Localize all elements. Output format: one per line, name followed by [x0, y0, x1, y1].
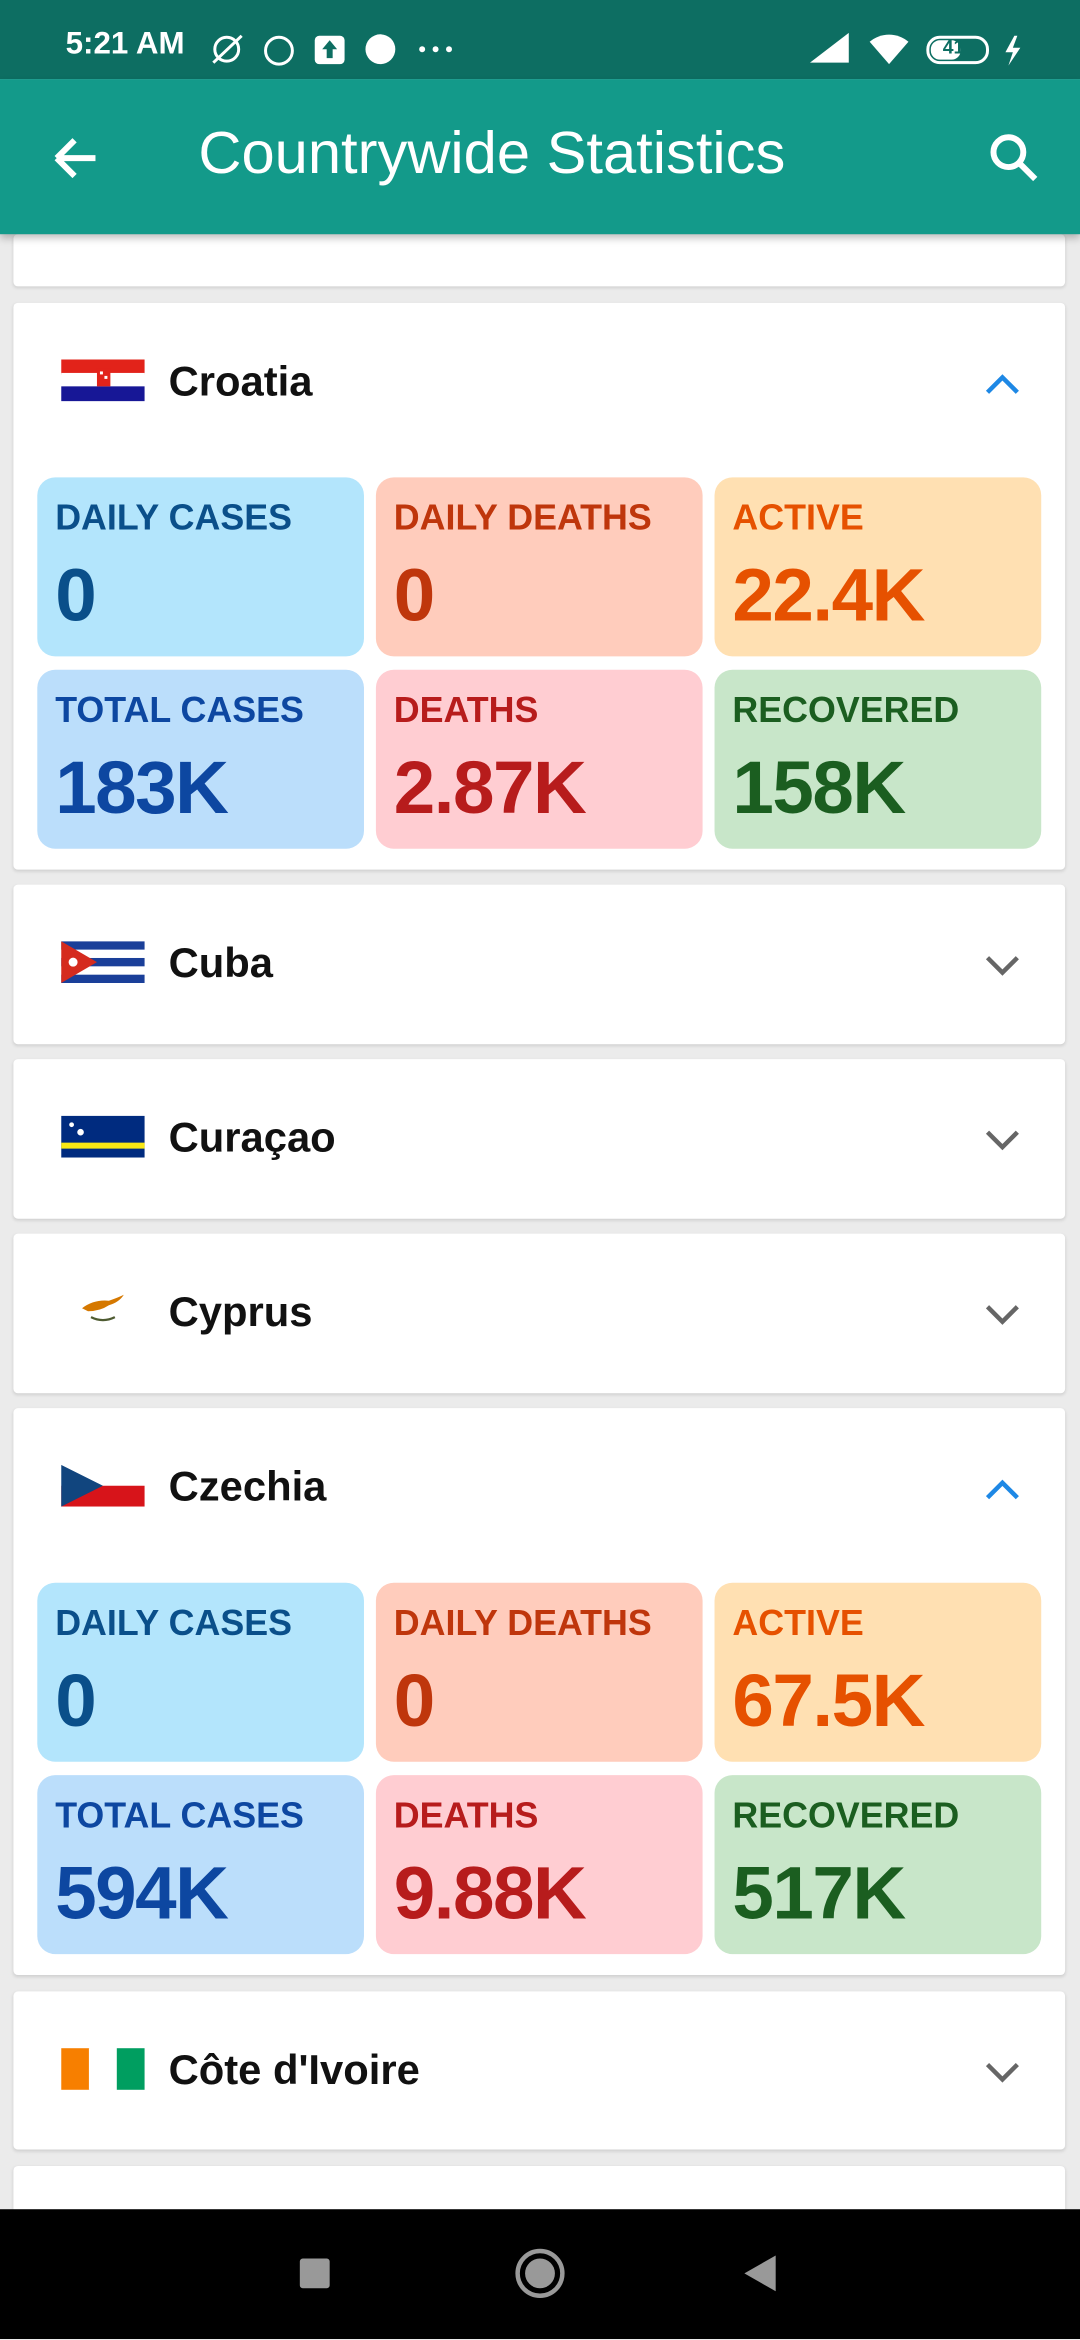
stat-tile: DAILY DEATHS 0 — [375, 476, 703, 656]
stat-value: 9.88K — [393, 1851, 587, 1935]
stat-label: DAILY DEATHS — [393, 497, 652, 538]
stat-value: 517K — [732, 1851, 906, 1935]
stat-tile: DAILY DEATHS 0 — [375, 1582, 703, 1762]
country-name: Croatia — [168, 357, 313, 404]
country-name: Czechia — [168, 1463, 327, 1510]
stat-label: RECOVERED — [732, 1796, 960, 1837]
stat-label: DAILY CASES — [55, 497, 292, 538]
country-header[interactable]: Cyprus — [13, 1234, 1065, 1393]
stat-tile: DEATHS 2.87K — [375, 669, 703, 849]
stat-label: TOTAL CASES — [55, 689, 304, 731]
stat-label: TOTAL CASES — [55, 1796, 304, 1837]
status-icons — [212, 32, 1021, 66]
stat-value: 158K — [732, 745, 906, 829]
time: 5:21 AM — [65, 26, 185, 62]
stat-label: RECOVERED — [732, 689, 960, 731]
partial-card — [13, 234, 1066, 287]
stat-label: DEATHS — [393, 1796, 539, 1837]
stat-value: 594K — [55, 1851, 229, 1935]
expand-icon[interactable] — [970, 1122, 1036, 1158]
flag — [61, 358, 145, 401]
country-header[interactable]: Czechia — [13, 1408, 1065, 1568]
country-card: Cuba — [13, 884, 1066, 1044]
stat-label: DEATHS — [393, 689, 539, 731]
stat-value: 2.87K — [393, 745, 587, 829]
nav-icons — [299, 2248, 776, 2298]
country-card: Curaçao — [13, 1059, 1066, 1218]
country-name: Cuba — [168, 939, 273, 987]
stat-label: ACTIVE — [732, 497, 864, 538]
stat-value: 0 — [393, 552, 435, 637]
nav-bar — [0, 2209, 1080, 2340]
stats-grid: DAILY CASES 0 DAILY DEATHS 0 ACTIVE 22.4K TOTA… — [13, 462, 1065, 869]
stat-value: 67.5K — [732, 1658, 925, 1743]
stat-label: DAILY CASES — [55, 1603, 292, 1644]
expand-icon[interactable] — [970, 2053, 1036, 2089]
stat-value: 0 — [393, 1658, 435, 1743]
app-title: Countrywide Statistics — [198, 120, 786, 187]
stat-tile: TOTAL CASES 183K — [37, 669, 364, 849]
flag — [61, 2047, 145, 2090]
stat-tile: DEATHS 9.88K — [375, 1775, 703, 1955]
stat-tile: DAILY CASES 0 — [37, 1582, 364, 1762]
flag — [61, 1464, 145, 1507]
country-card: Côte d'Ivoire — [13, 1990, 1066, 2150]
flag — [61, 1115, 145, 1158]
expand-icon[interactable] — [970, 947, 1036, 983]
stat-value: 183K — [55, 745, 229, 829]
stat-tile: DAILY CASES 0 — [37, 476, 364, 656]
stat-tile: TOTAL CASES 594K — [37, 1775, 364, 1955]
stat-value: 0 — [55, 1658, 96, 1743]
battery-level: 41 — [942, 35, 965, 59]
country-name: Cyprus — [168, 1288, 313, 1336]
country-card: Cyprus — [13, 1233, 1066, 1393]
stat-value: 22.4K — [732, 552, 925, 637]
flag — [61, 941, 145, 984]
back-button[interactable] — [48, 128, 108, 188]
stat-label: DAILY DEATHS — [393, 1603, 652, 1644]
collapse-icon[interactable] — [970, 1471, 1036, 1507]
status-bar: 5:21 AM 41 — [0, 0, 1080, 80]
country-header[interactable]: Côte d'Ivoire — [13, 1991, 1065, 2150]
country-card: Czechia DAILY CASES 0 DAILY DEATHS 0 ACTIVE 67… — [13, 1408, 1066, 1976]
country-card: Croatia DAILY CASES 0 DAILY DEATHS 0 ACTIVE 22… — [13, 302, 1066, 869]
stat-tile: ACTIVE 22.4K — [714, 476, 1042, 656]
stat-tile: RECOVERED 158K — [714, 669, 1042, 849]
expand-icon[interactable] — [970, 1296, 1036, 1332]
collapse-icon[interactable] — [970, 365, 1036, 401]
country-header[interactable]: Cuba — [13, 885, 1065, 1044]
country-header[interactable]: Croatia — [13, 302, 1065, 462]
app-bar: Countrywide Statistics — [0, 79, 1080, 235]
stat-tile: ACTIVE 67.5K — [714, 1582, 1042, 1762]
country-header[interactable]: Curaçao — [13, 1059, 1065, 1218]
stat-label: ACTIVE — [732, 1603, 864, 1644]
country-name: Côte d'Ivoire — [168, 2045, 420, 2093]
country-list: Croatia DAILY CASES 0 DAILY DEATHS 0 ACTIVE 22… — [13, 234, 1066, 2225]
flag — [61, 1290, 145, 1333]
stat-tile: RECOVERED 517K — [714, 1775, 1042, 1955]
stat-value: 0 — [55, 552, 96, 637]
search-button[interactable] — [985, 128, 1045, 188]
country-name: Curaçao — [168, 1114, 336, 1161]
stats-grid: DAILY CASES 0 DAILY DEATHS 0 ACTIVE 67.5K TOTA… — [13, 1568, 1065, 1975]
